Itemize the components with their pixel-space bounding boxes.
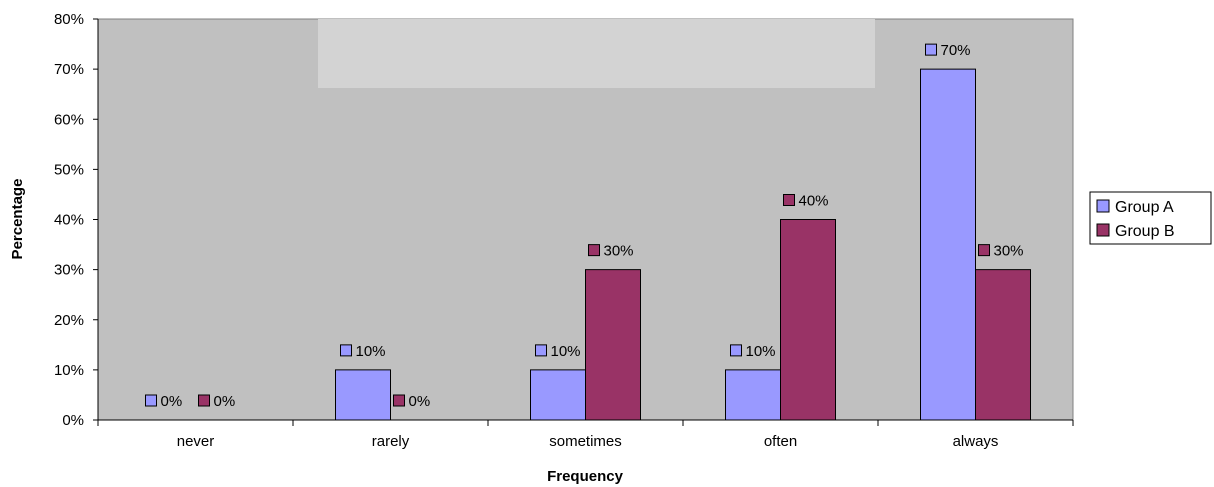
bar <box>335 369 391 421</box>
y-tick-label: 20% <box>54 312 84 329</box>
data-label-marker <box>588 244 600 257</box>
y-tick-label: 0% <box>62 412 84 429</box>
y-axis-title: Percentage <box>9 179 26 260</box>
data-label: 10% <box>551 343 581 360</box>
legend-label: Group A <box>1115 199 1174 216</box>
data-label-marker <box>925 43 937 56</box>
data-label-marker <box>978 244 990 257</box>
y-tick-label: 30% <box>54 262 84 279</box>
x-tick-label: often <box>764 433 797 450</box>
y-tick-label: 80% <box>54 11 84 28</box>
x-tick-label: always <box>953 433 999 450</box>
data-label-marker <box>145 394 157 407</box>
legend-swatch <box>1096 223 1110 237</box>
data-label: 40% <box>799 193 829 210</box>
data-label: 10% <box>746 343 776 360</box>
data-label: 0% <box>409 393 431 410</box>
data-label-marker <box>393 394 405 407</box>
x-tick-label: never <box>177 433 215 450</box>
legend-label: Group B <box>1115 223 1175 240</box>
x-axis-title: Frequency <box>547 468 624 485</box>
bar <box>585 269 641 421</box>
y-tick-label: 70% <box>54 61 84 78</box>
data-label: 30% <box>604 243 634 260</box>
bar <box>975 269 1031 421</box>
y-tick-label: 10% <box>54 362 84 379</box>
bar <box>780 219 836 421</box>
legend-box <box>1089 191 1212 245</box>
data-label: 70% <box>941 42 971 59</box>
data-label: 0% <box>214 393 236 410</box>
legend: Group A Group B <box>1089 191 1212 245</box>
bar <box>920 68 976 421</box>
data-label-marker <box>535 344 547 357</box>
y-tick-label: 60% <box>54 111 84 128</box>
bar <box>530 369 586 421</box>
x-tick-label: rarely <box>372 433 410 450</box>
data-label-marker <box>198 394 210 407</box>
legend-swatch <box>1096 199 1110 213</box>
data-label-marker <box>340 344 352 357</box>
y-tick-label: 50% <box>54 161 84 178</box>
watermark-band <box>318 19 875 88</box>
data-label: 0% <box>161 393 183 410</box>
data-label: 10% <box>356 343 386 360</box>
y-tick-label: 40% <box>54 212 84 229</box>
x-tick-label: sometimes <box>549 433 622 450</box>
data-label: 30% <box>994 243 1024 260</box>
data-label-marker <box>730 344 742 357</box>
data-label-marker <box>783 194 795 206</box>
bar <box>725 369 781 421</box>
